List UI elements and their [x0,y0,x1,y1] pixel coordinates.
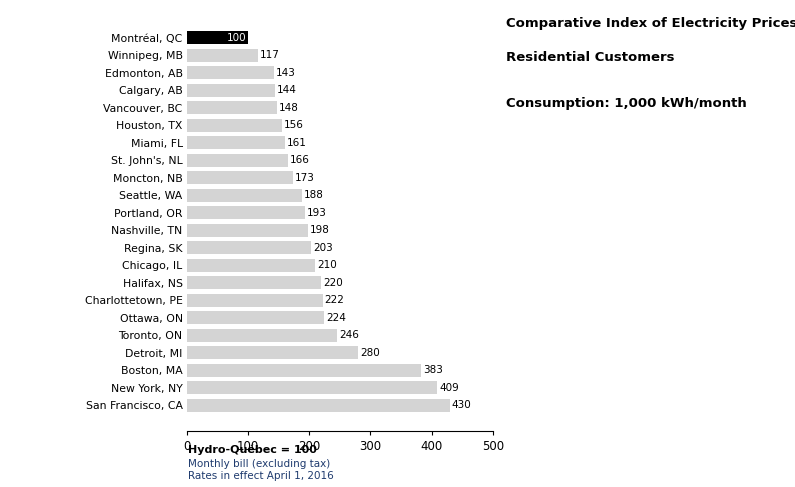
Text: Consumption: 1,000 kWh/month: Consumption: 1,000 kWh/month [506,97,747,111]
Text: 198: 198 [310,225,330,235]
Text: 100: 100 [227,33,246,43]
Text: 143: 143 [276,68,296,78]
Text: 409: 409 [439,383,459,393]
Bar [187,189,302,202]
Bar [187,49,258,62]
Text: 383: 383 [423,365,443,375]
Text: 188: 188 [304,190,324,200]
Text: 193: 193 [307,208,327,218]
Text: Residential Customers: Residential Customers [506,51,675,64]
Bar [187,66,274,79]
Text: 224: 224 [326,313,346,323]
Text: 203: 203 [313,243,332,253]
Bar [187,136,285,150]
Text: Monthly bill (excluding tax): Monthly bill (excluding tax) [188,459,331,469]
Bar [187,311,324,324]
Bar [187,101,277,114]
Bar [187,206,305,220]
Text: 280: 280 [360,348,380,358]
Text: 220: 220 [324,278,343,288]
Bar [187,31,248,44]
Text: Rates in effect April 1, 2016: Rates in effect April 1, 2016 [188,471,334,482]
Bar [187,399,450,412]
Bar [187,276,321,289]
Text: Hydro-Québec = 100: Hydro-Québec = 100 [188,444,317,455]
Bar [187,119,282,132]
Bar [187,364,421,377]
Text: 430: 430 [452,400,471,411]
Bar [187,294,323,307]
Text: 156: 156 [284,120,304,131]
Bar [187,346,359,359]
Text: 210: 210 [317,261,337,270]
Text: 166: 166 [290,155,310,165]
Bar [187,329,337,342]
Text: 246: 246 [339,330,359,340]
Bar [187,171,293,185]
Text: 148: 148 [279,103,299,113]
Text: 222: 222 [324,295,344,305]
Text: 144: 144 [277,85,297,95]
Text: Comparative Index of Electricity Prices: Comparative Index of Electricity Prices [506,17,795,30]
Bar [187,154,289,167]
Text: 117: 117 [260,50,280,60]
Bar [187,224,308,237]
Text: 161: 161 [287,138,307,148]
Bar [187,84,275,97]
Bar [187,259,316,272]
Bar [187,381,437,394]
Bar [187,241,311,254]
Text: 173: 173 [295,173,315,183]
